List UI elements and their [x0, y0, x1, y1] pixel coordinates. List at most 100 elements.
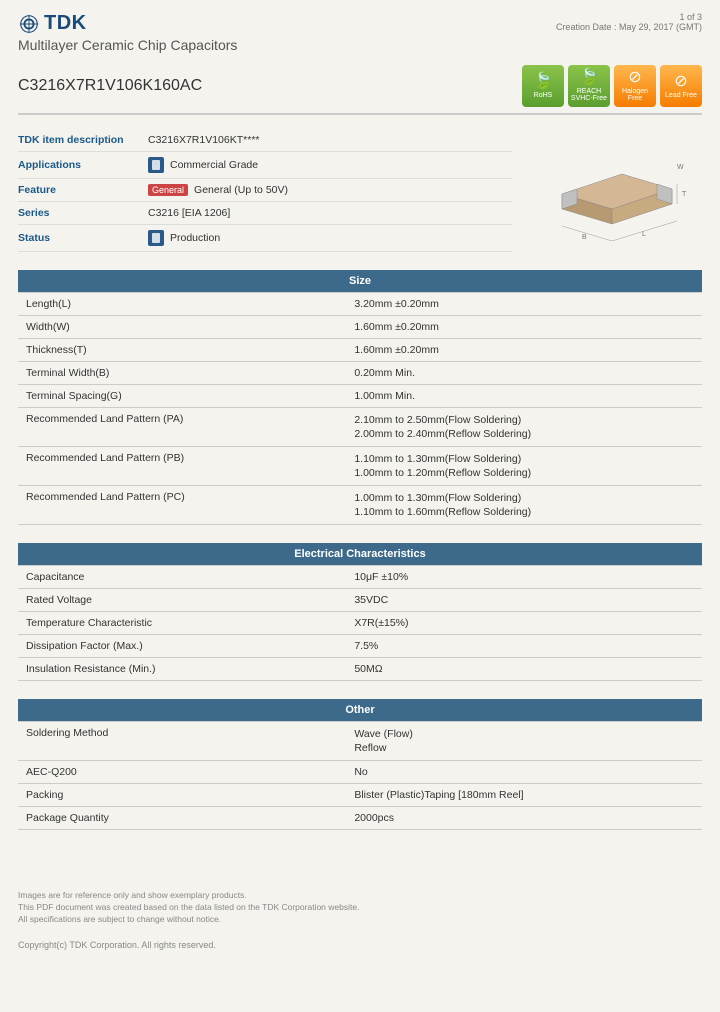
info-row: FeatureGeneral General (Up to 50V): [18, 178, 512, 201]
description-value: C3216X7R1V106KT****: [148, 134, 260, 146]
footer-line: This PDF document was created based on t…: [18, 902, 702, 914]
spec-value: 2000pcs: [346, 807, 702, 830]
badge-icon: ⊘: [674, 74, 687, 90]
part-number: C3216X7R1V106K160AC: [18, 77, 202, 95]
spec-value: 35VDC: [346, 589, 702, 612]
table-row: AEC-Q200No: [18, 761, 702, 784]
capacitor-icon: W T L B: [532, 129, 702, 249]
table-title: Other: [18, 699, 702, 722]
badge-label: RoHS: [534, 92, 553, 99]
header: TDK Multilayer Ceramic Chip Capacitors 1…: [18, 12, 702, 53]
info-block: TDK item description C3216X7R1V106KT****…: [18, 129, 702, 252]
spec-value: 1.00mm to 1.30mm(Flow Soldering)1.10mm t…: [346, 486, 702, 525]
spec-key: Temperature Characteristic: [18, 612, 346, 635]
spec-key: Terminal Spacing(G): [18, 385, 346, 408]
spec-key: Package Quantity: [18, 807, 346, 830]
table-row: Insulation Resistance (Min.)50MΩ: [18, 658, 702, 681]
spec-key: Rated Voltage: [18, 589, 346, 612]
spec-value: Wave (Flow)Reflow: [346, 722, 702, 761]
info-icon: [148, 157, 164, 173]
spec-value: 7.5%: [346, 635, 702, 658]
cell-line: Reflow: [354, 741, 694, 755]
cell-line: 1.10mm to 1.30mm(Flow Soldering): [354, 452, 694, 466]
cell-line: 1.10mm to 1.60mm(Reflow Soldering): [354, 505, 694, 519]
description-label: TDK item description: [18, 134, 148, 146]
spec-value: 3.20mm ±0.20mm: [346, 293, 702, 316]
spec-key: Recommended Land Pattern (PC): [18, 486, 346, 525]
spec-key: Width(W): [18, 316, 346, 339]
compliance-badge: ⊘ Halogen Free: [614, 65, 656, 107]
svg-text:T: T: [682, 191, 687, 198]
footer-line: Images are for reference only and show e…: [18, 890, 702, 902]
spec-table: OtherSoldering MethodWave (Flow)ReflowAE…: [18, 699, 702, 830]
cell-line: 1.00mm to 1.20mm(Reflow Soldering): [354, 466, 694, 480]
table-title: Size: [18, 270, 702, 293]
badge-label: Lead Free: [665, 92, 697, 99]
table-header-row: Size: [18, 270, 702, 293]
spec-key: AEC-Q200: [18, 761, 346, 784]
table-row: Terminal Spacing(G)1.00mm Min.: [18, 385, 702, 408]
spec-key: Dissipation Factor (Max.): [18, 635, 346, 658]
product-image: W T L B: [532, 129, 702, 249]
description-row: TDK item description C3216X7R1V106KT****: [18, 129, 512, 151]
table-row: Package Quantity2000pcs: [18, 807, 702, 830]
badge-label: Halogen Free: [616, 88, 654, 102]
compliance-badge: ⊘ Lead Free: [660, 65, 702, 107]
creation-date: Creation Date : May 29, 2017 (GMT): [556, 22, 702, 32]
spec-value: Blister (Plastic)Taping [180mm Reel]: [346, 784, 702, 807]
copyright: Copyright(c) TDK Corporation. All rights…: [18, 940, 702, 950]
spec-value: 1.60mm ±0.20mm: [346, 339, 702, 362]
spec-key: Soldering Method: [18, 722, 346, 761]
spec-table: Electrical CharacteristicsCapacitance10μ…: [18, 543, 702, 681]
table-row: Soldering MethodWave (Flow)Reflow: [18, 722, 702, 761]
spec-value: 0.20mm Min.: [346, 362, 702, 385]
cell-line: 2.00mm to 2.40mm(Reflow Soldering): [354, 427, 694, 441]
logo: TDK: [18, 12, 237, 35]
svg-text:L: L: [642, 231, 646, 238]
info-label: Applications: [18, 159, 148, 171]
badge-icon: ⊘: [628, 70, 641, 86]
table-header-row: Other: [18, 699, 702, 722]
cell-line: 2.10mm to 2.50mm(Flow Soldering): [354, 413, 694, 427]
cell-line: 1.00mm to 1.30mm(Flow Soldering): [354, 491, 694, 505]
compliance-badges: 🍃 RoHS 🍃REACH SVHC-Free ⊘ Halogen Free ⊘ Lead …: [522, 65, 702, 107]
info-value: Commercial Grade: [170, 159, 258, 171]
compliance-badge: 🍃 RoHS: [522, 65, 564, 107]
spec-key: Length(L): [18, 293, 346, 316]
spec-key: Recommended Land Pattern (PB): [18, 447, 346, 486]
info-value: Production: [170, 232, 220, 244]
info-label: Feature: [18, 184, 148, 196]
info-row: Applications Commercial Grade: [18, 151, 512, 178]
info-tag: General: [148, 184, 188, 196]
info-value: C3216 [EIA 1206]: [148, 207, 230, 219]
tdk-logo-icon: [18, 13, 40, 35]
part-number-row: C3216X7R1V106K160AC 🍃 RoHS 🍃REACH SVHC-Fre…: [18, 65, 702, 115]
table-row: Temperature CharacteristicX7R(±15%): [18, 612, 702, 635]
table-header-row: Electrical Characteristics: [18, 543, 702, 566]
badge-icon: 🍃: [533, 74, 553, 90]
info-value: General (Up to 50V): [194, 184, 288, 196]
badge-icon: 🍃: [579, 70, 599, 86]
table-row: Width(W)1.60mm ±0.20mm: [18, 316, 702, 339]
table-row: Length(L)3.20mm ±0.20mm: [18, 293, 702, 316]
compliance-badge: 🍃REACH SVHC-Free: [568, 65, 610, 107]
info-icon: [148, 230, 164, 246]
info-label: Status: [18, 232, 148, 244]
spec-value: 50MΩ: [346, 658, 702, 681]
spec-value: 2.10mm to 2.50mm(Flow Soldering)2.00mm t…: [346, 408, 702, 447]
table-row: Capacitance10μF ±10%: [18, 566, 702, 589]
spec-key: Packing: [18, 784, 346, 807]
footer-notes: Images are for reference only and show e…: [18, 890, 702, 926]
spec-key: Thickness(T): [18, 339, 346, 362]
spec-key: Insulation Resistance (Min.): [18, 658, 346, 681]
spec-table: SizeLength(L)3.20mm ±0.20mmWidth(W)1.60m…: [18, 270, 702, 525]
page-meta: 1 of 3 Creation Date : May 29, 2017 (GMT…: [556, 12, 702, 32]
page-number: 1 of 3: [556, 12, 702, 22]
table-row: Recommended Land Pattern (PB) 1.10mm to 1…: [18, 447, 702, 486]
table-row: Rated Voltage35VDC: [18, 589, 702, 612]
logo-block: TDK Multilayer Ceramic Chip Capacitors: [18, 12, 237, 53]
table-row: Dissipation Factor (Max.)7.5%: [18, 635, 702, 658]
info-table: TDK item description C3216X7R1V106KT****…: [18, 129, 512, 252]
table-row: Terminal Width(B)0.20mm Min.: [18, 362, 702, 385]
spec-key: Recommended Land Pattern (PA): [18, 408, 346, 447]
